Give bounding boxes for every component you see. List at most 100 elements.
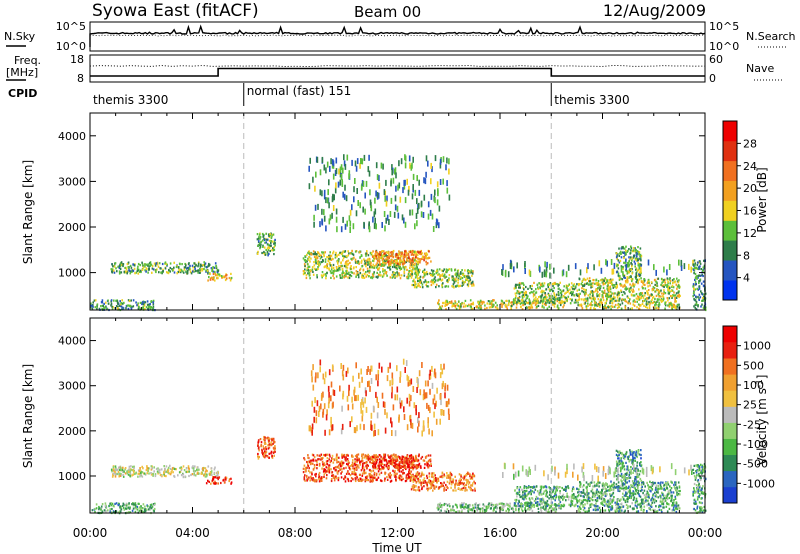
scatter-cell: [557, 290, 560, 294]
scatter-cell: [113, 271, 116, 274]
scatter-cell: [159, 473, 162, 476]
scatter-cell: [329, 264, 332, 267]
scatter-cell: [455, 275, 458, 278]
scatter-cell: [668, 303, 671, 306]
scatter-cell: [394, 254, 397, 257]
scatter-cell: [649, 294, 651, 297]
scatter-cell: [181, 263, 183, 266]
scatter-cell: [621, 278, 624, 281]
scatter-cell: [529, 301, 531, 305]
scatter-cell: [323, 193, 326, 200]
scatter-cell: [695, 266, 698, 269]
scatter-cell: [442, 282, 444, 285]
scatter-cell: [635, 293, 638, 296]
scatter-cell: [463, 302, 465, 305]
scatter-cell: [446, 270, 448, 273]
scatter-cell: [390, 258, 393, 261]
scatter-cell: [325, 277, 327, 280]
scatter-cell: [430, 283, 433, 287]
scatter-cell: [335, 475, 337, 478]
scatter-cell: [607, 284, 609, 287]
scatter-cell: [427, 281, 430, 284]
scatter-cell: [104, 502, 107, 505]
scatter-cell: [323, 473, 326, 476]
scatter-cell: [670, 302, 672, 305]
scatter-cell: [107, 509, 109, 512]
scatter-cell: [553, 282, 555, 285]
scatter-cell: [318, 477, 320, 481]
scatter-cell: [413, 267, 415, 270]
scatter-cell: [471, 274, 473, 277]
scatter-cell: [258, 233, 261, 236]
scatter-cell: [309, 471, 311, 474]
scatter-cell: [145, 306, 148, 309]
scatter-cell: [133, 465, 135, 468]
scatter-cell: [617, 292, 620, 295]
scatter-cell: [375, 472, 378, 475]
scatter-cell: [368, 154, 370, 161]
scatter-cell: [408, 468, 411, 471]
scatter-cell: [337, 470, 340, 473]
scatter-cell: [621, 251, 624, 254]
scatter-cell: [272, 233, 275, 236]
scatter-cell: [402, 463, 405, 466]
scatter-cell: [414, 268, 416, 271]
scatter-cell: [393, 260, 395, 263]
scatter-cell: [696, 263, 699, 267]
scatter-cell: [358, 477, 361, 480]
scatter-cell: [318, 471, 321, 475]
scatter-cell: [584, 294, 586, 297]
scatter-cell: [610, 305, 613, 308]
scatter-cell: [657, 289, 660, 292]
scatter-cell: [537, 304, 540, 307]
scatter-cell: [469, 305, 472, 308]
scatter-cell: [145, 508, 148, 511]
scatter-cell: [430, 464, 432, 467]
scatter-cell: [540, 295, 543, 298]
scatter-cell: [318, 263, 321, 266]
scatter-cell: [410, 164, 413, 171]
scatter-cell: [322, 470, 325, 473]
scatter-cell: [359, 461, 361, 464]
scatter-cell: [390, 180, 392, 187]
scatter-cell: [136, 505, 138, 508]
scatter-cell: [413, 259, 416, 262]
scatter-cell: [389, 276, 392, 279]
scatter-cell: [381, 222, 383, 228]
scatter-cell: [422, 255, 424, 258]
scatter-cell: [408, 476, 411, 479]
scatter-cell: [655, 280, 657, 283]
scatter-cell: [126, 272, 128, 275]
scatter-cell: [406, 477, 409, 480]
scatter-cell: [459, 277, 462, 281]
scatter-cell: [104, 306, 106, 309]
scatter-cell: [657, 293, 660, 296]
scatter-cell: [146, 264, 149, 267]
scatter-cell: [573, 288, 575, 291]
scatter-cell: [377, 273, 380, 276]
scatter-cell: [150, 507, 153, 510]
scatter-cell: [316, 256, 319, 259]
scatter-cell: [141, 465, 143, 468]
scatter-cell: [408, 250, 410, 253]
scatter-cell: [330, 158, 332, 165]
scatter-cell: [451, 278, 454, 281]
scatter-cell: [274, 445, 276, 448]
scatter-cell: [259, 236, 262, 239]
scatter-cell: [585, 305, 588, 308]
scatter-cell: [271, 437, 274, 440]
scatter-cell: [574, 263, 577, 270]
scatter-cell: [616, 271, 618, 274]
scatter-cell: [466, 304, 469, 308]
scatter-cell: [409, 470, 411, 473]
scatter-cell: [409, 209, 411, 216]
scatter-cell: [623, 261, 625, 264]
scatter-cell: [182, 476, 185, 479]
scatter-cell: [214, 480, 216, 483]
scatter-cell: [134, 272, 136, 275]
scatter-cell: [514, 283, 517, 286]
scatter-cell: [377, 263, 380, 266]
scatter-cell: [90, 304, 92, 307]
scatter-cell: [129, 470, 131, 473]
